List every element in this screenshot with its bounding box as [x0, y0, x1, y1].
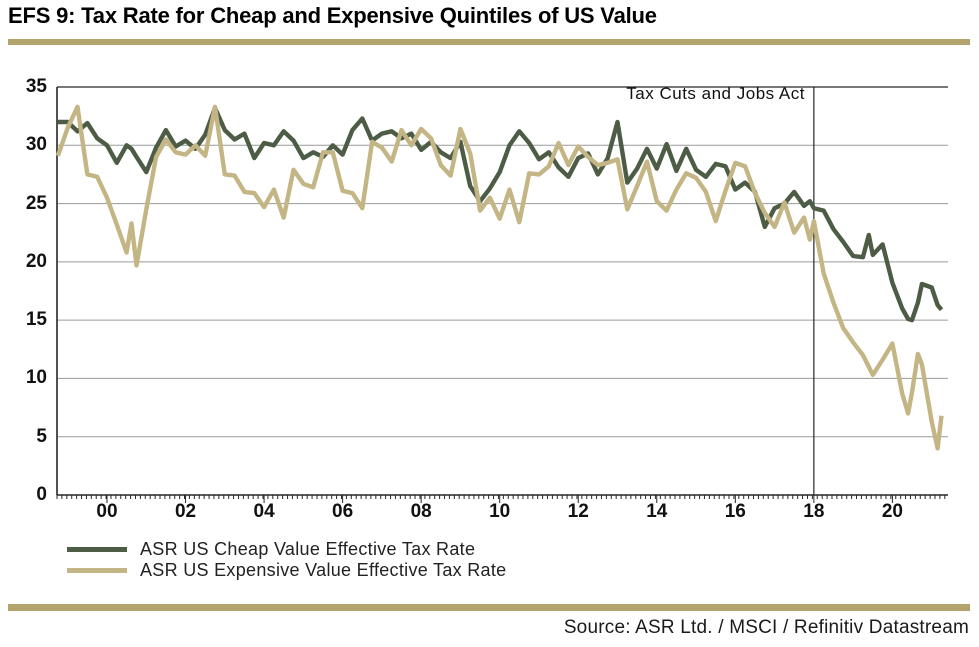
- x-tick-label-18: 18: [803, 501, 825, 522]
- y-tick-label-0: 0: [36, 484, 47, 505]
- legend: ASR US Cheap Value Effective Tax Rate ASR…: [67, 539, 506, 581]
- x-tick-label-12: 12: [567, 501, 589, 522]
- legend-swatch-cheap: [67, 547, 127, 552]
- series-line-expensive: [55, 104, 944, 451]
- event-annotation-label: Tax Cuts and Jobs Act: [626, 84, 805, 103]
- x-tick-label-20: 20: [881, 501, 903, 522]
- x-tick-label-00: 00: [96, 501, 118, 522]
- x-tick-label-04: 04: [253, 501, 275, 522]
- y-tick-label-15: 15: [25, 309, 47, 331]
- y-tick-label-30: 30: [25, 134, 47, 156]
- x-tick-label-14: 14: [646, 501, 668, 522]
- footer-rule: [8, 604, 970, 611]
- y-tick-label-35: 35: [25, 76, 47, 97]
- legend-item-expensive: ASR US Expensive Value Effective Tax Rat…: [67, 560, 506, 581]
- y-tick-label-20: 20: [25, 250, 47, 272]
- x-tick-label-08: 08: [410, 501, 432, 522]
- y-tick-label-10: 10: [25, 367, 47, 389]
- y-tick-label-5: 5: [36, 425, 47, 447]
- source-line: Source: ASR Ltd. / MSCI / Refinitiv Data…: [563, 617, 969, 638]
- x-tick-label-16: 16: [724, 501, 746, 522]
- series-line-cheap: [57, 105, 944, 323]
- x-tick-label-10: 10: [489, 501, 511, 522]
- page-title: EFS 9: Tax Rate for Cheap and Expensive …: [8, 3, 657, 28]
- legend-swatch-expensive: [67, 568, 127, 573]
- x-tick-label-06: 06: [332, 501, 354, 522]
- y-tick-label-25: 25: [25, 192, 47, 214]
- x-tick-label-02: 02: [174, 501, 197, 522]
- legend-label: ASR US Cheap Value Effective Tax Rate: [140, 539, 476, 559]
- title-rule: [8, 39, 970, 45]
- legend-item-cheap: ASR US Cheap Value Effective Tax Rate: [67, 539, 506, 560]
- legend-label: ASR US Expensive Value Effective Tax Rat…: [140, 560, 507, 580]
